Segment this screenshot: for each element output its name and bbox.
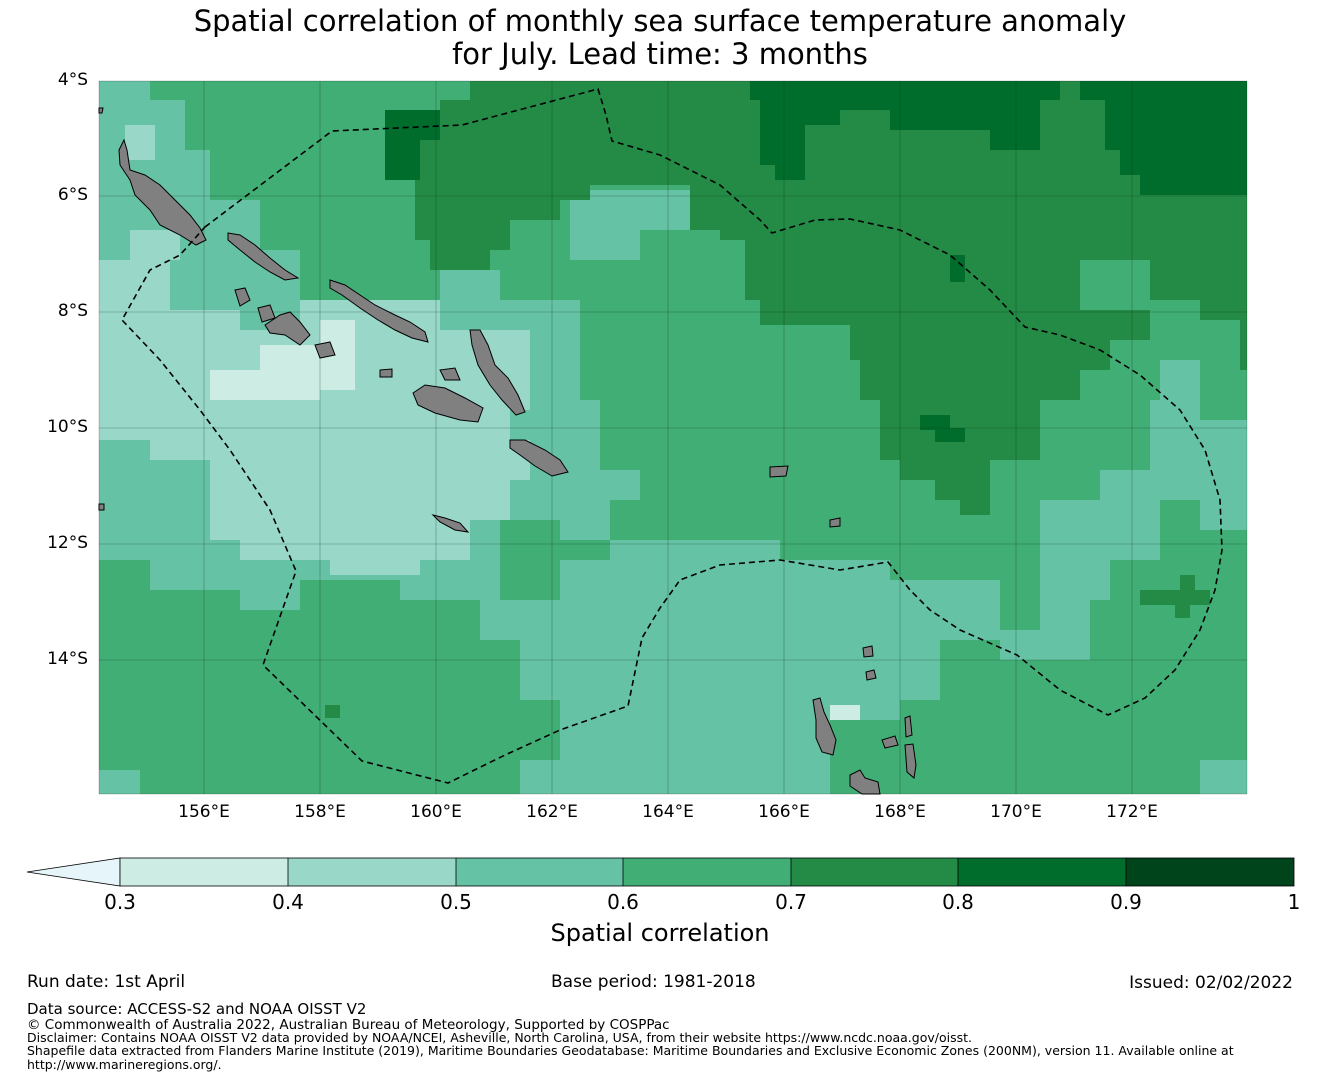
lon-label-160e: 160°E: [410, 802, 462, 822]
lon-label-172e: 172°E: [1106, 802, 1158, 822]
lat-label-4s: 4°S: [57, 70, 88, 90]
colorbar-bin-1: [120, 858, 288, 886]
lat-label-12s: 12°S: [47, 533, 88, 553]
lon-label-164e: 164°E: [642, 802, 694, 822]
run-date: Run date: 1st April: [27, 972, 186, 992]
shapefile-credit-1: Shapefile data extracted from Flanders M…: [27, 1043, 1234, 1058]
graticule: [99, 81, 1247, 794]
colorbar-title: Spatial correlation: [550, 919, 770, 947]
map-title-line1: Spatial correlation of monthly sea surfa…: [193, 4, 1127, 38]
lon-label-168e: 168°E: [874, 802, 926, 822]
colorbar-tick-1: 1: [1287, 890, 1301, 914]
colorbar-under-arrow: [26, 857, 121, 887]
map-frame: [98, 80, 1248, 795]
lon-label-170e: 170°E: [990, 802, 1042, 822]
colorbar-bin-2: [288, 858, 456, 886]
shapefile-credit-2: http://www.marineregions.org/.: [27, 1057, 222, 1072]
colorbar-bin-3: [456, 858, 623, 886]
copyright-notice: © Commonwealth of Australia 2022, Austra…: [27, 1017, 670, 1033]
colorbar-bin-4: [623, 858, 791, 886]
colorbar-tick-0.7: 0.7: [775, 890, 807, 914]
lat-label-14s: 14°S: [47, 649, 88, 669]
colorbar-tick-0.3: 0.3: [104, 890, 136, 914]
colorbar-tick-0.8: 0.8: [942, 890, 974, 914]
correlation-field: [99, 81, 1247, 794]
land-islands: [98, 107, 917, 795]
issued-date: Issued: 02/02/2022: [1129, 973, 1293, 993]
lon-label-156e: 156°E: [178, 802, 230, 822]
colorbar-bin-5: [791, 858, 958, 886]
lon-label-166e: 166°E: [758, 802, 810, 822]
colorbar-tick-0.5: 0.5: [440, 890, 472, 914]
lat-label-8s: 8°S: [57, 301, 88, 321]
base-period: Base period: 1981-2018: [551, 972, 756, 992]
colorbar-bin-7: [1126, 858, 1294, 886]
colorbar-bin-6: [958, 858, 1126, 886]
lat-label-10s: 10°S: [47, 417, 88, 437]
lon-label-158e: 158°E: [294, 802, 346, 822]
eez-boundary: [121, 88, 1223, 784]
disclaimer: Disclaimer: Contains NOAA OISST V2 data …: [27, 1030, 972, 1045]
map-title-line2: for July. Lead time: 3 months: [452, 37, 868, 71]
colorbar: [26, 857, 1295, 887]
data-source: Data source: ACCESS-S2 and NOAA OISST V2: [27, 1000, 367, 1018]
lon-label-162e: 162°E: [526, 802, 578, 822]
colorbar-tick-0.6: 0.6: [607, 890, 639, 914]
colorbar-tick-0.9: 0.9: [1110, 890, 1142, 914]
colorbar-tick-0.4: 0.4: [272, 890, 304, 914]
lat-label-6s: 6°S: [57, 185, 88, 205]
